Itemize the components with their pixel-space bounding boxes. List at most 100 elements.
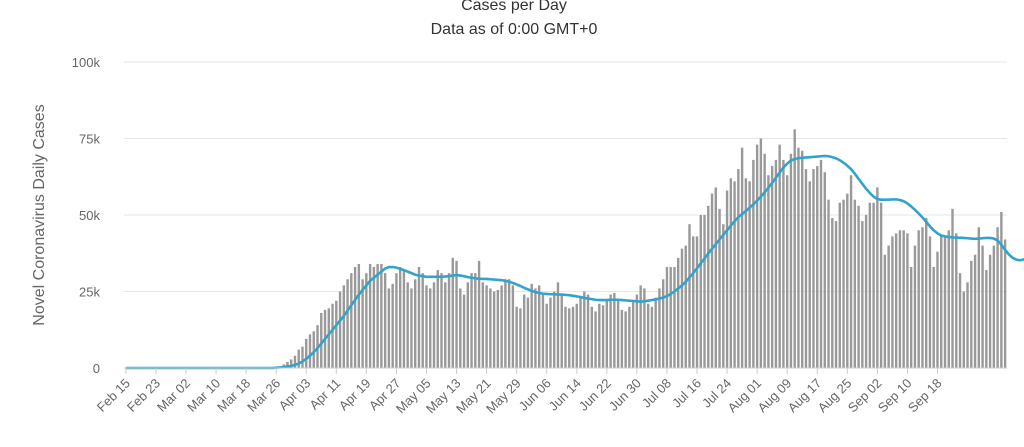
daily-cases-bar[interactable] — [677, 257, 680, 368]
daily-cases-bar[interactable] — [342, 285, 346, 368]
daily-cases-bar[interactable] — [383, 273, 387, 368]
daily-cases-bar[interactable] — [684, 245, 687, 368]
daily-cases-bar[interactable] — [436, 270, 439, 368]
daily-cases-bar[interactable] — [616, 300, 620, 368]
daily-cases-bar[interactable] — [883, 254, 887, 368]
daily-cases-bar[interactable] — [755, 144, 759, 368]
daily-cases-bar[interactable] — [793, 129, 796, 368]
daily-cases-bar[interactable] — [650, 306, 654, 368]
daily-cases-bar[interactable] — [489, 288, 492, 368]
daily-cases-bar[interactable] — [496, 289, 500, 368]
daily-cases-bar[interactable] — [834, 221, 838, 368]
daily-cases-bar[interactable] — [962, 291, 965, 369]
daily-cases-bar[interactable] — [335, 300, 338, 368]
daily-cases-bar[interactable] — [951, 208, 954, 368]
moving-average-line[interactable] — [125, 154, 1024, 370]
daily-cases-bar[interactable] — [353, 267, 357, 368]
daily-cases-bar[interactable] — [338, 291, 342, 369]
daily-cases-bar[interactable] — [955, 233, 958, 368]
daily-cases-bar[interactable] — [925, 218, 928, 368]
daily-cases-bar[interactable] — [823, 172, 826, 368]
daily-cases-bar[interactable] — [474, 273, 477, 368]
daily-cases-bar[interactable] — [613, 293, 616, 368]
daily-cases-bar[interactable] — [425, 285, 428, 368]
daily-cases-bar[interactable] — [887, 245, 890, 368]
daily-cases-bar[interactable] — [346, 279, 349, 368]
daily-cases-bar[interactable] — [725, 190, 729, 368]
daily-cases-bar[interactable] — [977, 227, 981, 368]
daily-cases-bar[interactable] — [842, 199, 845, 368]
daily-cases-bar[interactable] — [909, 267, 913, 368]
daily-cases-bar[interactable] — [864, 215, 868, 368]
daily-cases-bar[interactable] — [635, 294, 639, 368]
daily-cases-bar[interactable] — [357, 263, 361, 368]
daily-cases-bar[interactable] — [534, 288, 537, 368]
daily-cases-bar[interactable] — [846, 193, 849, 368]
daily-cases-bar[interactable] — [361, 279, 364, 368]
daily-cases-bar[interactable] — [958, 273, 962, 368]
daily-cases-bar[interactable] — [290, 359, 293, 368]
daily-cases-bar[interactable] — [553, 291, 556, 369]
daily-cases-bar[interactable] — [1000, 211, 1003, 368]
daily-cases-bar[interactable] — [943, 236, 947, 368]
daily-cases-bar[interactable] — [703, 215, 706, 368]
daily-cases-bar[interactable] — [665, 267, 669, 368]
daily-cases-bar[interactable] — [988, 254, 992, 368]
daily-cases-bar[interactable] — [519, 308, 522, 368]
daily-cases-bar[interactable] — [680, 248, 684, 368]
daily-cases-bar[interactable] — [601, 305, 605, 368]
daily-cases-bar[interactable] — [857, 205, 860, 368]
daily-cases-bar[interactable] — [320, 312, 323, 368]
daily-cases-bar[interactable] — [752, 159, 755, 368]
daily-cases-bar[interactable] — [876, 187, 879, 368]
daily-cases-bar[interactable] — [695, 236, 699, 368]
daily-cases-bar[interactable] — [620, 309, 624, 368]
daily-cases-bar[interactable] — [853, 199, 857, 368]
daily-cases-bar[interactable] — [421, 273, 424, 368]
daily-cases-bar[interactable] — [785, 175, 789, 368]
daily-cases-bar[interactable] — [849, 175, 853, 368]
daily-cases-bar[interactable] — [759, 138, 763, 369]
daily-cases-bar[interactable] — [940, 236, 943, 368]
daily-cases-bar[interactable] — [981, 245, 984, 368]
daily-cases-bar[interactable] — [583, 291, 586, 369]
daily-cases-bar[interactable] — [973, 254, 977, 368]
daily-cases-bar[interactable] — [312, 331, 315, 368]
daily-cases-bar[interactable] — [406, 282, 409, 368]
daily-cases-bar[interactable] — [631, 302, 635, 368]
daily-cases-bar[interactable] — [387, 288, 391, 368]
daily-cases-bar[interactable] — [879, 202, 883, 368]
daily-cases-bar[interactable] — [921, 227, 924, 368]
daily-cases-bar[interactable] — [462, 294, 466, 368]
daily-cases-bar[interactable] — [522, 294, 526, 368]
daily-cases-bar[interactable] — [538, 285, 541, 368]
daily-cases-bar[interactable] — [459, 288, 462, 368]
daily-cases-bar[interactable] — [395, 273, 398, 368]
daily-cases-bar[interactable] — [485, 285, 488, 368]
daily-cases-bar[interactable] — [985, 270, 988, 368]
daily-cases-bar[interactable] — [996, 227, 999, 368]
daily-cases-bar[interactable] — [440, 273, 443, 368]
daily-cases-bar[interactable] — [628, 306, 631, 368]
daily-cases-bar[interactable] — [816, 166, 819, 368]
daily-cases-bar[interactable] — [598, 303, 601, 368]
daily-cases-bar[interactable] — [594, 311, 597, 368]
daily-cases-bar[interactable] — [804, 169, 808, 368]
daily-cases-bar[interactable] — [556, 282, 560, 368]
daily-cases-bar[interactable] — [748, 181, 751, 368]
daily-cases-bar[interactable] — [699, 215, 702, 368]
daily-cases-bar[interactable] — [774, 159, 778, 368]
daily-cases-bar[interactable] — [297, 349, 300, 368]
daily-cases-bar[interactable] — [477, 260, 481, 368]
daily-cases-bar[interactable] — [763, 153, 766, 368]
daily-cases-bar[interactable] — [545, 303, 548, 368]
daily-cases-bar[interactable] — [819, 159, 823, 368]
daily-cases-bar[interactable] — [861, 221, 864, 368]
daily-cases-bar[interactable] — [947, 230, 950, 368]
daily-cases-bar[interactable] — [673, 267, 676, 368]
daily-cases-bar[interactable] — [308, 334, 312, 368]
daily-cases-bar[interactable] — [913, 245, 917, 368]
daily-cases-bar[interactable] — [380, 263, 383, 368]
daily-cases-bar[interactable] — [444, 282, 447, 368]
daily-cases-bar[interactable] — [579, 297, 582, 368]
